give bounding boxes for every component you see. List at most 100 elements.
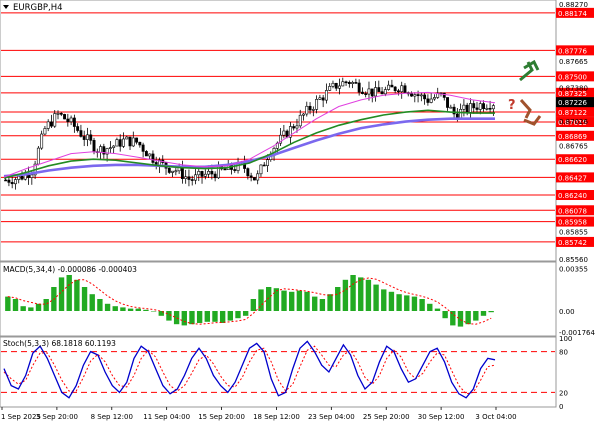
forecast-arrows: ?	[508, 59, 542, 126]
candle-body	[357, 82, 361, 93]
candle-body	[36, 147, 40, 165]
candle-body	[40, 133, 44, 149]
candle-body	[419, 94, 423, 97]
macd-bar	[12, 299, 19, 311]
price-level-tag	[556, 216, 594, 227]
macd-bar	[419, 299, 425, 311]
price-level-label: 0.88174	[558, 10, 587, 18]
candle-body	[79, 130, 83, 137]
macd-bar	[265, 287, 272, 311]
macd-bar	[480, 311, 487, 316]
candle-body	[203, 173, 207, 177]
x-axis-tick-label: 15 Sep 20:00	[198, 413, 245, 421]
candle-body	[331, 82, 335, 87]
macd-bar	[20, 306, 26, 311]
macd-label: MACD(5,34,4) -0.000086 -0.000403	[3, 265, 137, 274]
x-axis-tick-label: 8 Sep 12:00	[91, 413, 133, 421]
price-level-tag	[556, 190, 594, 201]
candle-body	[213, 173, 217, 179]
price-axis-tick-label: 0.85560	[559, 256, 588, 264]
candle-body	[446, 97, 449, 108]
candle-body	[200, 171, 204, 177]
price-level-tag	[556, 7, 594, 18]
macd-bar	[89, 294, 95, 311]
price-level-tag	[556, 71, 594, 82]
macd-bar	[112, 306, 118, 311]
macd-bar	[127, 308, 134, 311]
macd-bar	[212, 311, 218, 322]
symbol-dropdown-icon[interactable]	[3, 5, 9, 9]
macd-bar	[296, 290, 303, 311]
candle-body	[92, 140, 96, 152]
macd-bar	[104, 303, 111, 311]
candle-body	[380, 91, 384, 95]
candle-body	[341, 81, 345, 87]
candle-body	[374, 87, 377, 97]
candle-body	[171, 170, 175, 173]
price-axis-tick-label: 0.85855	[559, 228, 588, 236]
macd-bar	[258, 289, 264, 311]
macd-bar	[319, 299, 326, 311]
question-mark: ?	[508, 98, 516, 113]
candle-body	[321, 97, 325, 101]
candle-body	[351, 82, 355, 85]
price-level-tag	[556, 45, 594, 56]
candle-body	[197, 171, 201, 176]
candle-body	[148, 153, 152, 157]
candle-body	[410, 93, 413, 97]
candle-body	[207, 170, 211, 175]
candle-body	[282, 130, 286, 136]
candle-body	[449, 106, 453, 109]
price-level-tag	[556, 205, 594, 216]
price-level-tag	[556, 154, 594, 165]
candle-body	[488, 107, 492, 110]
price-level-label: 0.86078	[558, 207, 587, 215]
x-axis-tick-label: 1 Sep 2025	[1, 413, 41, 421]
candle-body	[416, 94, 420, 96]
candle-body	[194, 174, 197, 181]
x-axis-tick-label: 3 Sep 20:00	[36, 413, 78, 421]
price-level-label: 0.86869	[558, 133, 587, 141]
candle-body	[482, 103, 485, 110]
candle-body	[426, 98, 430, 103]
candle-body	[131, 137, 135, 147]
macd-bar	[312, 296, 318, 311]
macd-bar	[66, 275, 72, 311]
macd-bar	[204, 311, 210, 322]
down-arrow-icon	[519, 98, 532, 119]
macd-bar	[281, 290, 287, 311]
macd-bar	[35, 303, 42, 311]
macd-bar	[358, 277, 364, 311]
macd-bar	[81, 287, 88, 311]
macd-bar	[304, 291, 310, 311]
price-axis-tick-label: 0.88270	[559, 1, 588, 9]
price-level-label: 0.86240	[558, 192, 587, 200]
price-axis-tick-label: 0.86765	[559, 143, 588, 151]
moving-average-slow	[3, 117, 495, 178]
candle-body	[432, 97, 436, 100]
candle-body	[105, 148, 109, 155]
macd-bar	[166, 311, 172, 321]
price-axis-tick-label: 0.87026	[559, 118, 588, 126]
candle-body	[233, 169, 237, 171]
candle-body	[7, 179, 11, 183]
candle-body	[56, 112, 60, 115]
candle-body	[174, 170, 178, 173]
candle-body	[252, 177, 256, 181]
candle-body	[344, 81, 348, 84]
x-axis-tick-label: 23 Sep 04:00	[308, 413, 355, 421]
price-level-tag	[556, 236, 594, 247]
price-level-label: 0.87325	[558, 90, 587, 98]
macd-bar	[74, 279, 80, 311]
x-axis-tick-label: 3 Oct 04:00	[475, 413, 516, 421]
candle-body	[256, 173, 260, 181]
candle-body	[390, 84, 394, 88]
candle-body	[167, 167, 171, 173]
candle-body	[302, 113, 305, 116]
candle-body	[292, 126, 296, 129]
candle-body	[43, 128, 47, 135]
price-level-label: 0.85958	[558, 219, 587, 227]
symbol-label: EURGBP,H4	[13, 3, 63, 13]
stochastic-panel	[0, 336, 557, 408]
